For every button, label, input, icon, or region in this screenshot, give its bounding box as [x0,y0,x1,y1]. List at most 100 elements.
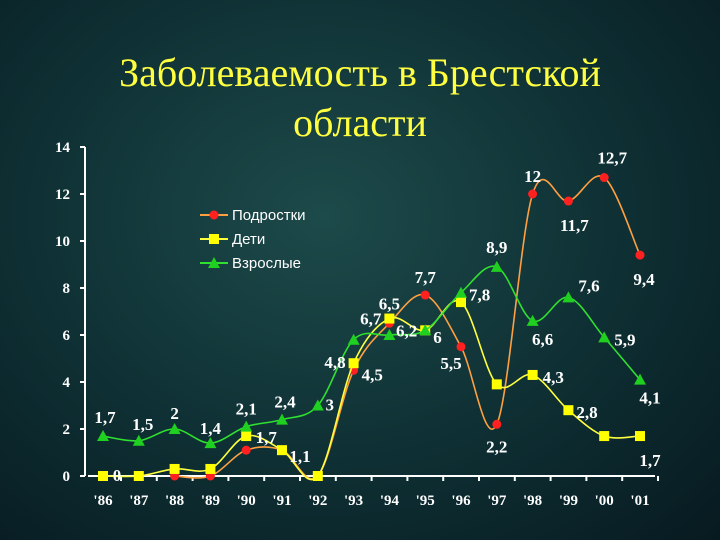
data-point-2 [240,420,253,432]
data-point-0 [456,342,466,352]
data-point-1 [456,297,466,308]
x-tick-label: '92 [308,493,327,509]
data-label: 11,7 [560,216,589,235]
data-label: 4,3 [543,368,564,387]
data-point-0 [563,196,573,206]
x-tick-label: '98 [523,493,542,509]
data-label: 6,2 [396,321,417,340]
data-point-1 [169,463,180,474]
data-point-0 [635,250,645,260]
data-label: 6,7 [360,310,382,329]
data-point-1 [527,369,538,380]
data-point-2 [204,437,217,449]
data-point-0 [492,419,502,429]
data-point-2 [526,314,539,326]
x-tick-label: '88 [165,493,184,509]
data-label: 2,2 [486,437,507,456]
data-point-1 [133,471,144,481]
data-label: 1,7 [94,408,116,427]
data-label: 7,8 [469,286,490,305]
data-point-0 [528,189,538,199]
data-point-2 [383,329,396,340]
x-tick-label: '87 [129,493,149,509]
data-label: 5,5 [440,354,461,373]
x-tick-label: '89 [201,493,220,509]
data-point-1 [205,463,216,474]
data-label: 1,4 [200,419,222,438]
data-label: 4,1 [639,389,660,408]
data-point-1 [98,471,108,481]
x-tick-label: '99 [559,493,578,509]
data-point-2 [455,286,467,298]
legend-marker [209,210,219,220]
data-label: 8,9 [486,238,507,257]
data-point-0 [599,173,609,183]
data-label: 2,4 [274,393,296,412]
data-label: 3 [326,396,335,415]
data-label: 6 [433,328,442,347]
data-point-0 [241,445,251,455]
chart-title: Заболеваемость в Брестской области [119,50,601,145]
data-label: 6,6 [532,330,553,349]
data-point-2 [562,291,575,303]
data-label: 1,1 [289,447,310,466]
data-label: 0 [113,466,122,485]
x-tick-label: '01 [630,493,649,509]
x-tick-label: '96 [451,493,471,509]
x-tick-label: '94 [380,493,400,509]
data-label: 2 [170,404,179,423]
data-point-1 [277,445,287,456]
x-tick-label: '91 [272,493,291,509]
data-label: 12,7 [597,149,627,168]
data-label: 6,5 [379,294,400,313]
data-label: 2,8 [576,403,597,422]
x-tick-label: '95 [416,493,435,509]
legend-label: Подростки [232,207,306,224]
data-label: 4,8 [324,353,345,372]
y-tick-label: 12 [55,187,70,203]
data-point-1 [491,379,502,390]
y-tick-label: 14 [55,140,71,156]
data-point-0 [420,290,430,300]
data-label: 12 [524,167,541,186]
y-tick-label: 10 [55,234,70,250]
y-tick-label: 6 [63,328,71,344]
x-tick-label: '90 [237,493,256,509]
data-label: 1,7 [639,451,661,470]
data-point-2 [168,423,181,434]
data-point-1 [563,405,574,416]
data-point-2 [598,331,611,343]
x-tick-label: '86 [93,493,113,509]
legend-label: Взрослые [232,255,301,272]
data-point-1 [599,431,610,442]
x-tick-label: '00 [595,493,614,509]
legend-marker [209,234,219,244]
data-point-1 [241,431,252,442]
data-label: 7,7 [415,268,437,287]
data-label: 1,7 [256,428,278,447]
data-point-2 [311,399,324,411]
series-line-1 [102,299,641,481]
data-label: 9,4 [633,270,655,289]
data-point-2 [132,434,145,446]
data-label: 5,9 [614,330,635,349]
legend-marker [208,257,220,268]
data-point-2 [634,373,646,385]
data-point-2 [419,324,432,336]
y-tick-label: 0 [63,469,71,485]
y-tick-label: 2 [63,422,71,438]
x-tick-label: '97 [487,493,507,509]
data-point-2 [347,333,360,345]
data-point-2 [97,430,109,442]
data-point-1 [384,313,395,324]
data-point-1 [348,358,359,369]
data-point-1 [635,431,645,442]
data-point-1 [312,471,323,481]
y-tick-label: 8 [63,281,71,297]
data-point-2 [490,260,503,272]
legend-label: Дети [232,231,265,248]
y-tick-label: 4 [63,375,71,391]
series-line-2 [102,265,641,444]
x-tick-label: '93 [344,493,363,509]
